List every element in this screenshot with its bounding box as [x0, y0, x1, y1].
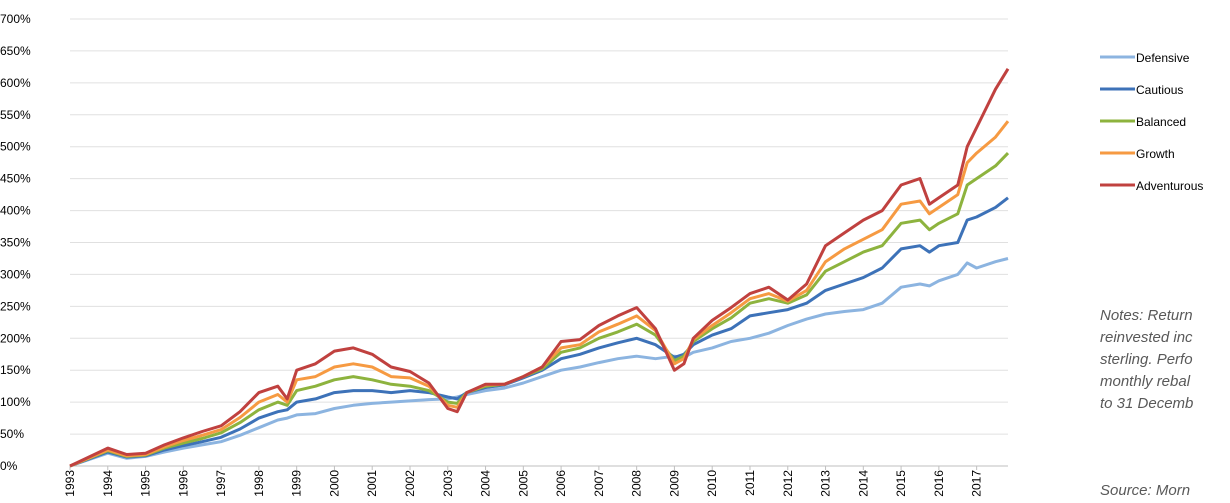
x-tick-label: 2004 [479, 470, 493, 497]
legend-label: Adventurous [1136, 179, 1203, 193]
y-tick-label: 200% [0, 331, 31, 345]
y-tick-label: 250% [0, 299, 31, 313]
x-tick-label: 1998 [252, 470, 266, 497]
legend-label: Cautious [1136, 83, 1183, 97]
legend-label: Defensive [1136, 51, 1190, 65]
note-line: to 31 Decemb [1100, 395, 1193, 412]
y-tick-label: 0% [0, 459, 18, 473]
y-tick-label: 700% [0, 12, 31, 26]
x-tick-label: 2014 [856, 470, 870, 497]
y-tick-label: 50% [0, 427, 24, 441]
y-tick-label: 400% [0, 204, 31, 218]
series-line [69, 120, 1010, 468]
x-tick-label: 2011 [743, 470, 757, 496]
y-tick-label: 150% [0, 363, 31, 377]
x-tick-label: 2013 [819, 470, 833, 497]
series-line [69, 196, 1009, 468]
x-tick-label: 2017 [970, 470, 984, 497]
x-tick-label: 2009 [667, 470, 681, 497]
source-note: Source: Morn [1100, 482, 1190, 499]
series-line [69, 68, 1010, 468]
note-line: reinvested inc [1100, 329, 1193, 346]
x-tick-label: 2006 [554, 470, 568, 497]
x-tick-label: 1999 [290, 470, 304, 497]
legend-label: Growth [1136, 147, 1175, 161]
x-tick-label: 2003 [441, 470, 455, 497]
x-tick-label: 1994 [101, 470, 115, 497]
y-tick-label: 550% [0, 108, 31, 122]
y-tick-label: 350% [0, 236, 31, 250]
y-tick-label: 650% [0, 44, 31, 58]
x-tick-label: 2001 [365, 470, 379, 497]
y-tick-label: 450% [0, 172, 31, 186]
x-tick-label: 2010 [705, 470, 719, 497]
x-tick-label: 2008 [630, 470, 644, 497]
note-line: Notes: Return [1100, 307, 1193, 324]
y-tick-label: 300% [0, 267, 31, 281]
y-tick-label: 600% [0, 76, 31, 90]
x-tick-label: 2012 [781, 470, 795, 497]
series-line [69, 152, 1010, 468]
x-tick-label: 2005 [516, 470, 530, 497]
x-tick-label: 2002 [403, 470, 417, 497]
x-tick-label: 1995 [139, 470, 153, 497]
x-tick-label: 1993 [63, 470, 77, 497]
x-tick-label: 1996 [176, 470, 190, 497]
note-line: monthly rebal [1100, 373, 1191, 390]
series-line [69, 257, 1009, 468]
y-tick-label: 500% [0, 140, 31, 154]
y-tick-label: 100% [0, 395, 31, 409]
x-tick-label: 2007 [592, 470, 606, 497]
x-tick-label: 2000 [327, 470, 341, 497]
x-tick-label: 2015 [894, 470, 908, 497]
x-tick-label: 2016 [932, 470, 946, 497]
note-line: sterling. Perfo [1100, 351, 1193, 368]
legend-label: Balanced [1136, 115, 1186, 129]
x-tick-label: 1997 [214, 470, 228, 497]
